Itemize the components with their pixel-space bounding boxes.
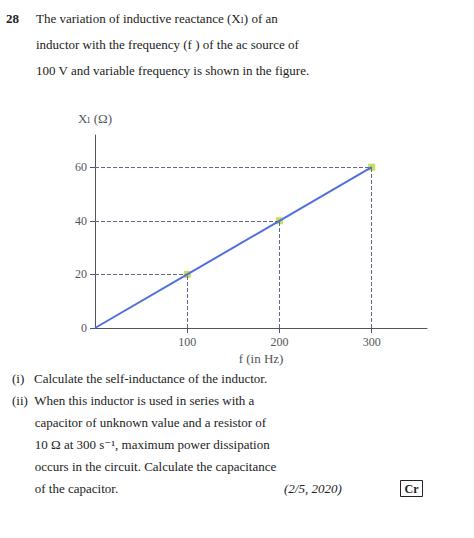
svg-text:100: 100 <box>178 335 196 349</box>
svg-text:The variation of inductive rea: The variation of inductive reactance (Xₗ… <box>36 11 278 26</box>
svg-text:f (in Hz): f (in Hz) <box>239 351 284 366</box>
svg-text:10 Ω at 300 s⁻¹, maximum power: 10 Ω at 300 s⁻¹, maximum power dissipati… <box>12 437 270 452</box>
svg-text:of the capacitor.: of the capacitor. <box>12 481 118 496</box>
svg-text:Xₗ (Ω): Xₗ (Ω) <box>78 111 112 126</box>
svg-text:Cr: Cr <box>405 482 420 496</box>
svg-text:(i) Calculate the self-induc: (i) Calculate the self-inductance of the… <box>12 371 267 386</box>
svg-text:200: 200 <box>270 335 288 349</box>
svg-text:300: 300 <box>363 335 381 349</box>
svg-text:(2/5, 2020): (2/5, 2020) <box>284 481 342 496</box>
svg-text:0: 0 <box>81 321 87 335</box>
svg-text:(ii) When this inductor is us: (ii) When this inductor is used in serie… <box>12 393 255 408</box>
svg-text:inductor with the frequency (f: inductor with the frequency (f ) of the … <box>36 37 299 52</box>
svg-text:60: 60 <box>75 160 87 174</box>
svg-text:capacitor of unknown value and: capacitor of unknown value and a resisto… <box>12 415 267 430</box>
svg-text:occurs in the circuit. Calcula: occurs in the circuit. Calculate the cap… <box>12 459 276 474</box>
svg-text:40: 40 <box>75 214 87 228</box>
svg-text:28: 28 <box>6 11 20 26</box>
svg-text:100 V and variable frequency i: 100 V and variable frequency is shown in… <box>36 63 309 78</box>
svg-text:20: 20 <box>75 267 87 281</box>
